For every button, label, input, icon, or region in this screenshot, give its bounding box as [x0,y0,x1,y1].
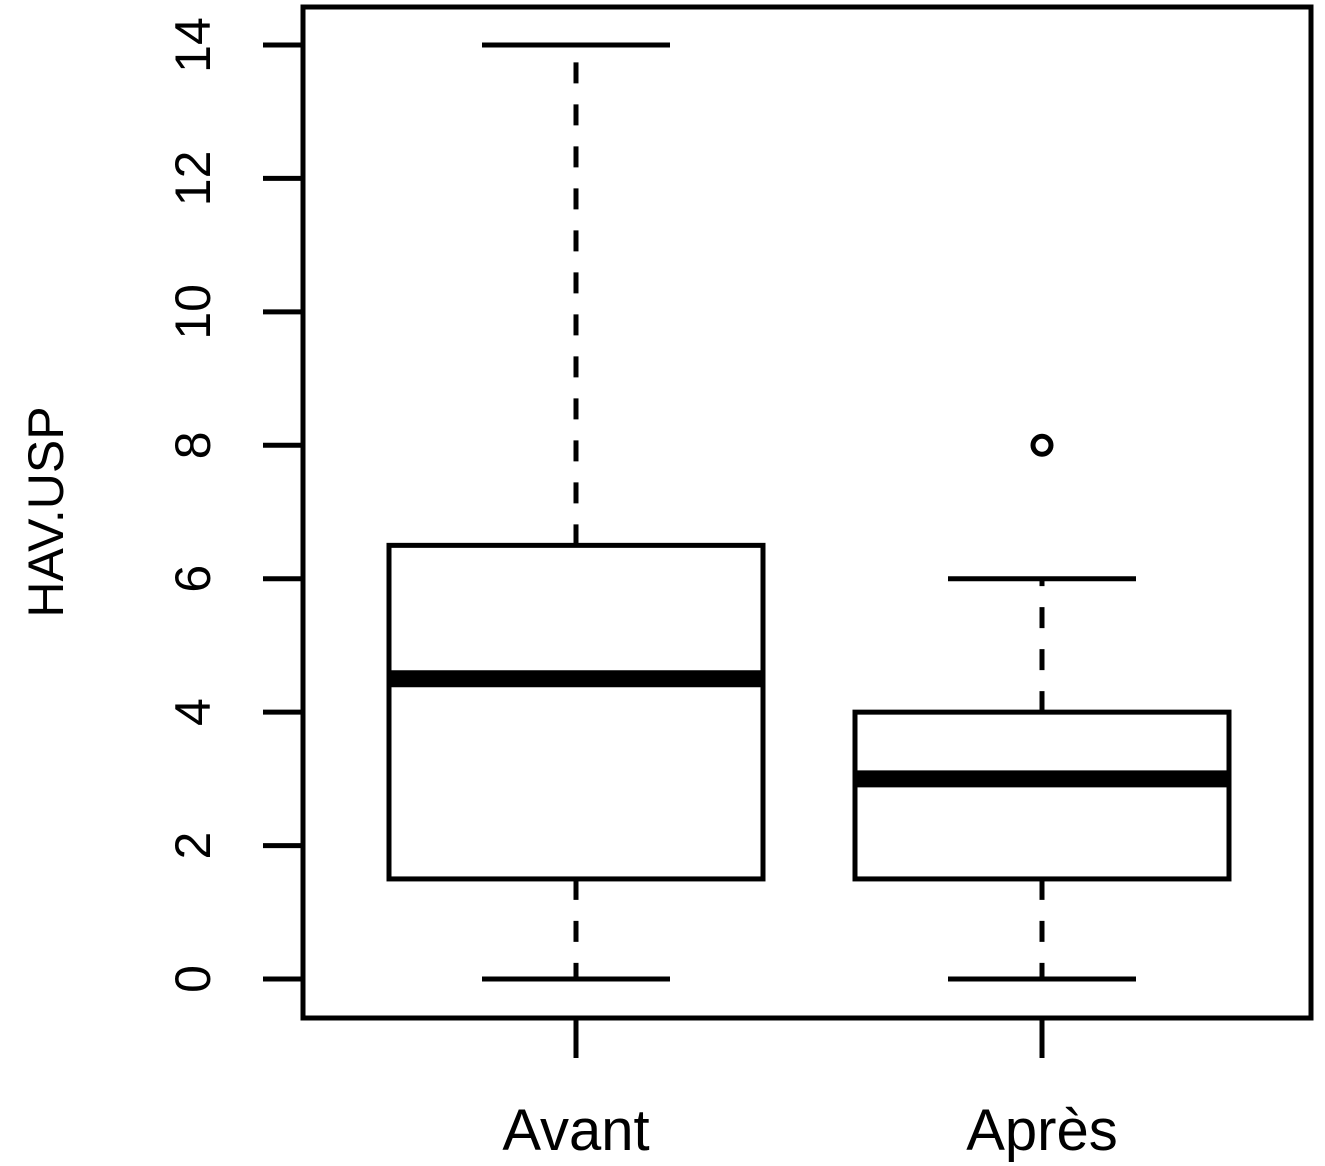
x-tick-label: Après [966,1098,1118,1163]
plot-frame [300,4,1314,1021]
x-axis: Avant Après [502,1018,1118,1163]
x-tick-label: Avant [502,1098,649,1163]
y-tick-label: 4 [165,698,221,726]
iqr-box [852,709,1232,882]
y-tick-label: 12 [165,151,221,207]
y-tick-label: 8 [165,431,221,459]
y-tick-label: 14 [165,17,221,73]
y-tick-label: 0 [165,965,221,993]
y-axis-label: HAV.USP [18,406,74,617]
outlier-point [1030,433,1054,457]
box-2 [852,433,1232,982]
box-series [386,42,1232,982]
y-axis: 0 2 4 6 8 10 12 14 [165,17,303,993]
y-tick-label: 6 [165,565,221,593]
box-1 [386,42,766,982]
iqr-box [386,542,766,882]
y-tick-label: 2 [165,832,221,860]
y-tick-label: 10 [165,284,221,340]
